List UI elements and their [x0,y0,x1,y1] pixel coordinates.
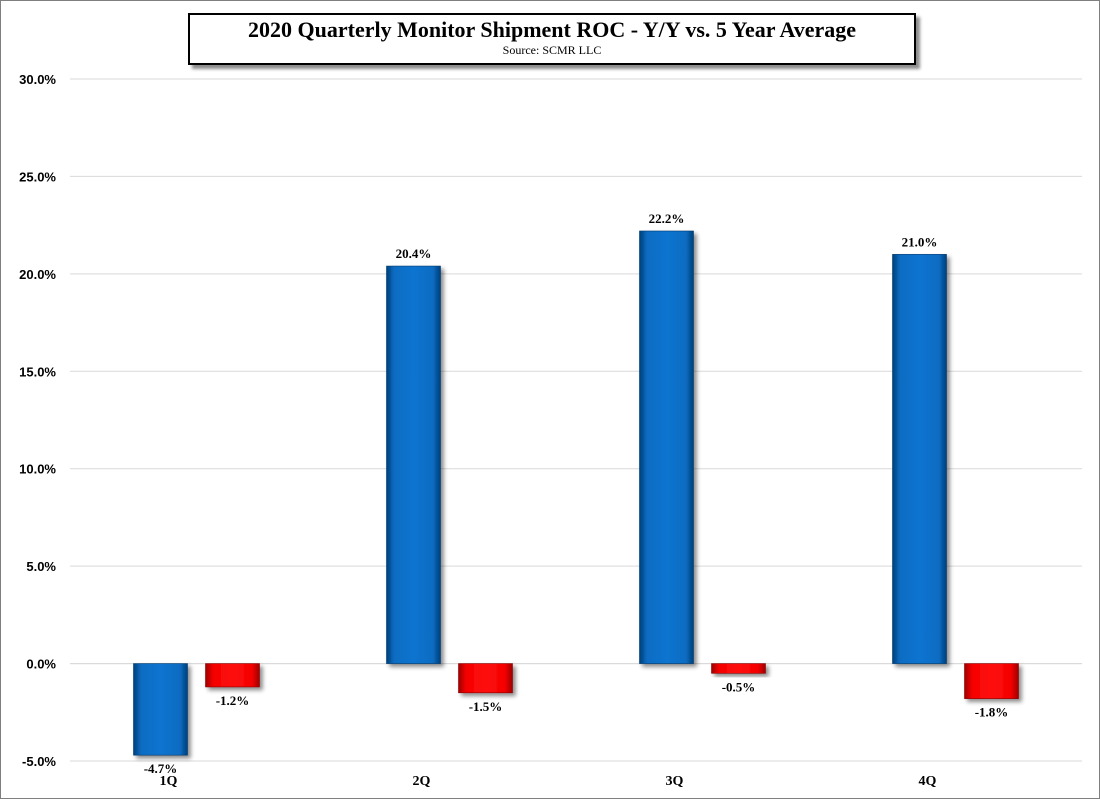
bar-1Q-yoy [133,663,188,756]
bar-4Q-yoy [892,254,947,664]
x-tick-label: 3Q [666,774,684,789]
y-tick-label: 25.0% [19,169,56,184]
chart-title: 2020 Quarterly Monitor Shipment ROC - Y/… [248,17,856,42]
x-tick-label: 2Q [413,774,431,789]
data-label: 21.0% [902,234,938,249]
bar-4Q-vs-5yr-avg [964,663,1019,699]
data-label: -4.7% [144,761,178,776]
y-tick-label: 30.0% [19,72,56,87]
data-label: -0.5% [722,679,756,694]
data-label: 22.2% [649,211,685,226]
bar-3Q-yoy [639,230,694,664]
y-tick-label: -5.0% [22,754,56,769]
chart-subtitle: Source: SCMR LLC [502,43,602,57]
x-axis: 1Q 2Q 3Q 4Q [160,774,937,789]
bar-2Q-vs-5yr-avg [458,663,513,694]
data-labels: -4.7% -1.2% 20.4% -1.5% 22.2% -0.5% 21.0% -1.8% [144,211,1009,776]
bars [133,230,1019,756]
data-label: 20.4% [396,246,432,261]
data-label: -1.5% [469,699,503,714]
data-label: -1.8% [975,705,1009,720]
x-tick-label: 4Q [919,774,937,789]
y-tick-label: 0.0% [26,657,56,672]
y-tick-label: 10.0% [19,462,56,477]
y-tick-label: 5.0% [26,559,56,574]
bar-1Q-vs-5yr-avg [205,663,260,688]
y-tick-label: 20.0% [19,267,56,282]
y-tick-label: 15.0% [19,364,56,379]
chart-title-box: 2020 Quarterly Monitor Shipment ROC - Y/… [188,13,916,65]
data-label: -1.2% [216,693,250,708]
y-axis: 30.0% 25.0% 20.0% 15.0% 10.0% 5.0% 0.0% -5.0% [19,72,56,769]
x-tick-label: 1Q [160,774,178,789]
bar-2Q-yoy [386,265,441,664]
bar-3Q-vs-5yr-avg [711,663,766,674]
